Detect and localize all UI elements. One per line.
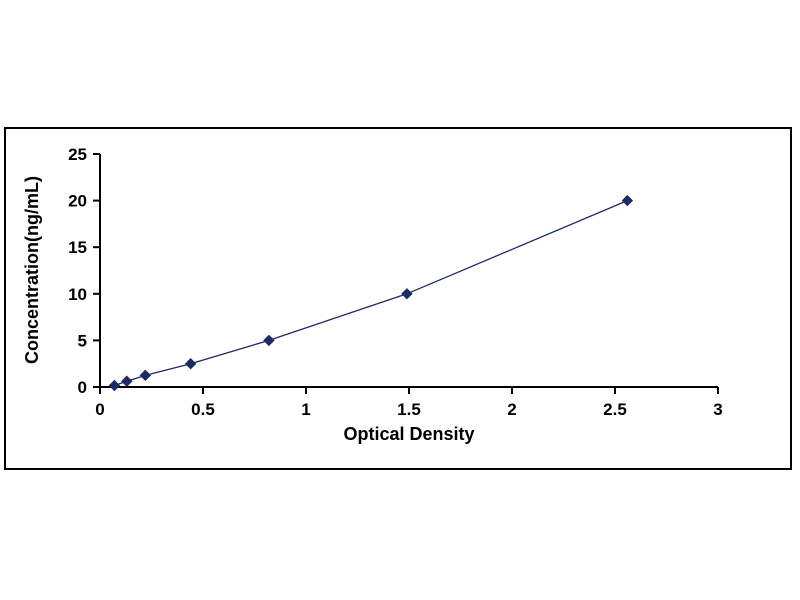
x-axis-label: Optical Density [343,424,474,444]
y-tick-label: 0 [78,378,87,397]
x-tick-label: 2 [507,400,516,419]
axes-layer: 0 0.5 1 1.5 2 2.5 3 0 5 10 15 20 25 [68,145,723,419]
y-tick-label: 25 [68,145,87,164]
data-series-layer [108,194,634,392]
y-tick-label: 15 [68,238,87,257]
data-line [114,200,628,387]
x-tick-label: 1.5 [397,400,421,419]
data-point-marker [184,357,197,370]
y-axis-label: Concentration(ng/mL) [22,176,42,364]
data-point-marker [139,369,152,382]
x-tick-label: 3 [713,400,722,419]
y-tick-label: 10 [68,285,87,304]
x-tick-label: 2.5 [603,400,627,419]
data-point-marker [263,334,275,347]
data-point-marker [401,288,413,300]
y-tick-label: 20 [68,192,87,211]
y-tick-label: 5 [78,331,87,350]
standard-curve-chart: 0 0.5 1 1.5 2 2.5 3 0 5 10 15 20 25 Optical Density … [4,127,792,470]
x-tick-label: 0.5 [191,400,215,419]
x-tick-label: 0 [95,400,104,419]
data-point-marker [621,194,634,207]
data-point-marker [108,379,121,392]
x-tick-label: 1 [301,400,310,419]
data-point-marker [121,375,133,387]
